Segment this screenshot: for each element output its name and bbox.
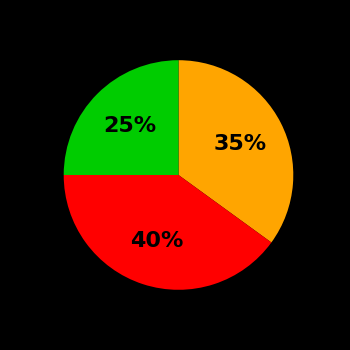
Text: 40%: 40% xyxy=(131,231,184,251)
Wedge shape xyxy=(178,60,293,243)
Text: 25%: 25% xyxy=(103,116,156,136)
Text: 35%: 35% xyxy=(213,134,266,154)
Wedge shape xyxy=(64,175,271,290)
Wedge shape xyxy=(64,60,178,175)
